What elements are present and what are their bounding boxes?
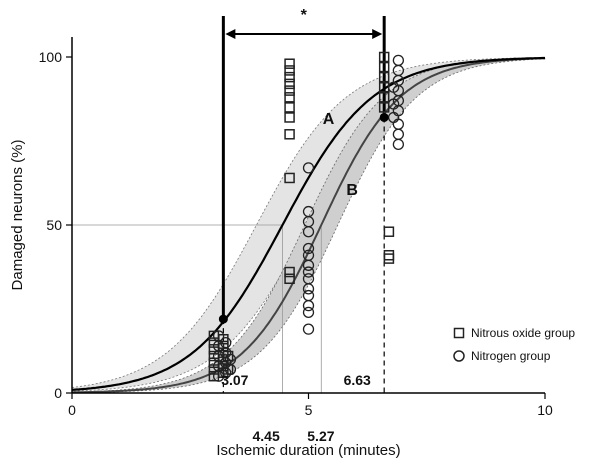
nitrogen-point (392, 128, 405, 140)
arrow-head-left (225, 29, 236, 39)
nitrous-oxide-point (284, 58, 295, 69)
legend-circle-marker (453, 350, 465, 362)
nitrogen-point (302, 289, 315, 302)
nitrogen-point (392, 118, 405, 130)
arrow-head-right (372, 29, 383, 39)
curve-b (72, 57, 546, 394)
x-axis-title: Ischemic duration (minutes) (216, 442, 400, 459)
nitrogen-point (302, 323, 315, 335)
nitrogen-point (302, 226, 315, 238)
nitrogen-point (302, 283, 315, 295)
x-tick-label: 10 (537, 402, 553, 418)
nitrous-oxide-point (222, 350, 234, 362)
curve-a-label: A (323, 111, 335, 128)
nitrous-oxide-point (218, 333, 229, 345)
legend-nitrous-oxide-label: Nitrous oxide group (471, 326, 575, 340)
nitrogen-point (302, 266, 315, 278)
nitrogen-point (392, 54, 405, 67)
curve-b-label: B (346, 182, 358, 199)
chart-labels: Ischemic duration (minutes) Damaged neur… (9, 7, 401, 459)
nitrous-oxide-point (383, 249, 395, 261)
legend-square-marker (453, 327, 465, 339)
nitrous-oxide-point (383, 253, 395, 264)
legend-nitrogen-label: Nitrogen group (471, 349, 551, 363)
significance-asterisk: * (301, 7, 308, 24)
x-tick-label: 0 (68, 402, 76, 418)
annotation-3-07: 3.07 (221, 372, 248, 388)
nitrogen-point (302, 299, 315, 312)
nitrous-oxide-point (284, 85, 295, 96)
nitrogen-point (302, 259, 315, 271)
y-tick-label: 100 (39, 49, 63, 65)
y-tick-label: 50 (46, 217, 62, 233)
fitted-curves (71, 56, 546, 394)
curve-a (71, 56, 545, 391)
legend: Nitrous oxide group Nitrogen group (453, 326, 575, 363)
y-tick-label: 0 (54, 385, 62, 401)
curve-a-point-high (379, 112, 389, 122)
nitrous-oxide-point (284, 129, 295, 140)
nitrous-oxide-point (284, 102, 295, 113)
nitrogen-point (302, 162, 315, 174)
nitrous-oxide-point (284, 92, 295, 103)
nitrogen-point (392, 138, 405, 151)
nitrous-oxide-point (218, 340, 229, 352)
nitrous-oxide-point (284, 172, 295, 184)
nitrous-oxide-point (378, 81, 390, 93)
nitrogen-point (302, 306, 315, 319)
annotation-6-63: 6.63 (344, 372, 371, 388)
nitrous-oxide-point (284, 112, 295, 123)
nitrous-oxide-point (284, 78, 295, 90)
data-points (208, 51, 405, 382)
nitrous-oxide-point (378, 61, 390, 73)
nitrous-oxide-point (378, 102, 390, 113)
nitrous-oxide-point (378, 71, 390, 83)
nitrous-oxide-point (284, 266, 295, 278)
nitrous-oxide-point (378, 92, 390, 103)
nitrous-oxide-point (222, 364, 234, 375)
x-tick-label: 5 (305, 402, 313, 418)
nitrous-oxide-point (284, 71, 295, 83)
y-axis-title: Damaged neurons (%) (9, 140, 26, 291)
nitrous-oxide-point (284, 273, 295, 285)
nitrous-oxide-point (378, 51, 390, 63)
annotation-5-27: 5.27 (307, 428, 334, 444)
nitrogen-point (302, 242, 315, 255)
annotation-4-45: 4.45 (252, 428, 279, 444)
curve-a-point-low (218, 314, 228, 324)
nitrous-oxide-point (284, 65, 295, 76)
nitrous-oxide-point (383, 226, 395, 237)
